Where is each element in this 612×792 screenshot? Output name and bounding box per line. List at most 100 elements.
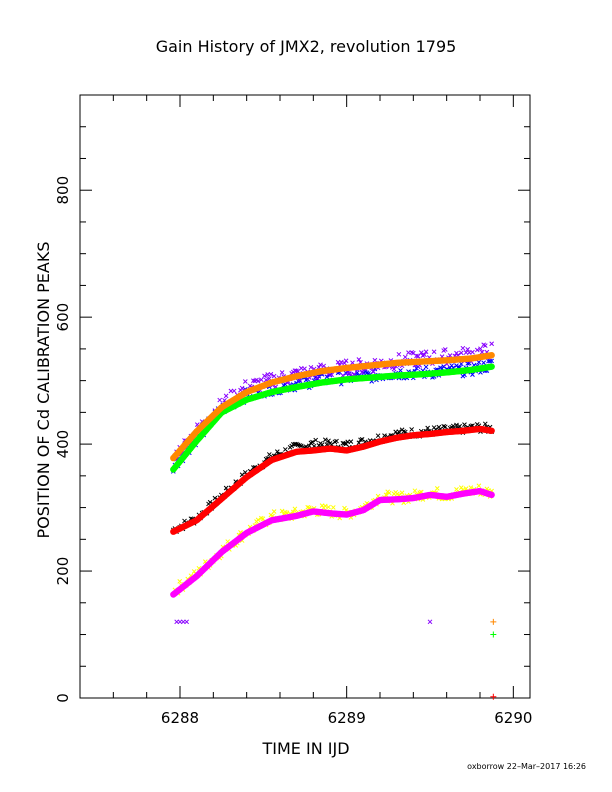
data-point bbox=[279, 370, 285, 375]
data-point bbox=[271, 373, 277, 379]
data-point bbox=[450, 423, 456, 429]
data-point bbox=[434, 486, 440, 491]
data-point bbox=[476, 483, 482, 489]
data-point bbox=[319, 442, 325, 447]
data-point bbox=[474, 347, 480, 353]
data-point bbox=[223, 393, 229, 399]
data-series bbox=[170, 487, 495, 598]
data-point bbox=[217, 397, 223, 403]
data-point bbox=[297, 378, 303, 384]
data-point bbox=[370, 369, 376, 374]
outlier-point bbox=[490, 618, 497, 625]
data-point bbox=[396, 429, 402, 435]
data-point bbox=[334, 438, 339, 444]
data-point bbox=[306, 443, 312, 449]
data-point bbox=[431, 349, 437, 355]
outlier-point bbox=[490, 693, 497, 700]
data-point bbox=[255, 517, 261, 523]
outlier-point bbox=[427, 619, 433, 625]
plot-area-frame bbox=[79, 94, 531, 699]
data-point bbox=[292, 506, 298, 512]
data-point bbox=[255, 378, 261, 384]
data-point bbox=[262, 373, 267, 379]
data-point bbox=[454, 422, 459, 428]
data-point bbox=[489, 358, 495, 364]
data-point bbox=[399, 490, 405, 496]
outlier-points bbox=[174, 618, 497, 700]
axis-ticks bbox=[79, 94, 530, 699]
y-tick-label: 600 bbox=[54, 303, 72, 332]
data-point bbox=[330, 505, 336, 510]
data-point bbox=[382, 433, 387, 438]
data-point bbox=[326, 438, 331, 444]
data-point bbox=[487, 358, 493, 364]
x-tick-label: 6289 bbox=[328, 709, 366, 727]
data-series bbox=[170, 363, 495, 473]
footer-credit: oxborrow 22–Mar–2017 16:26 bbox=[467, 762, 586, 771]
data-series bbox=[170, 425, 495, 535]
data-point bbox=[402, 354, 408, 360]
data-point bbox=[177, 579, 183, 584]
chart-title: Gain History of JMX2, revolution 1795 bbox=[156, 37, 457, 56]
y-tick-label: 200 bbox=[54, 557, 72, 586]
data-point bbox=[391, 366, 397, 372]
data-point bbox=[488, 352, 495, 359]
x-tick-label: 6290 bbox=[494, 709, 532, 727]
data-point bbox=[460, 345, 466, 351]
data-point bbox=[231, 388, 237, 394]
x-axis-label: TIME IN IJD bbox=[261, 739, 349, 758]
data-point bbox=[488, 491, 495, 499]
y-tick-label: 0 bbox=[54, 693, 72, 703]
data-point bbox=[356, 357, 362, 362]
data-point bbox=[342, 360, 347, 366]
data-point bbox=[298, 443, 304, 449]
data-point bbox=[470, 372, 475, 377]
data-point bbox=[359, 437, 365, 442]
data-point bbox=[258, 377, 264, 383]
data-point bbox=[482, 343, 488, 348]
data-point bbox=[478, 346, 483, 352]
data-point bbox=[425, 425, 431, 431]
data-series bbox=[170, 352, 495, 462]
data-point bbox=[386, 490, 392, 496]
data-point bbox=[423, 364, 429, 370]
data-point bbox=[271, 509, 277, 514]
data-point bbox=[314, 375, 320, 381]
axis-tick-labels: 6288 6289 6290 0 200 400 600 800 bbox=[54, 176, 532, 727]
data-point bbox=[457, 423, 463, 429]
data-point bbox=[422, 352, 427, 358]
y-tick-label: 800 bbox=[54, 176, 72, 205]
data-point bbox=[470, 349, 475, 355]
data-point bbox=[242, 379, 248, 384]
data-point bbox=[418, 350, 424, 355]
data-point bbox=[458, 350, 464, 356]
data-point bbox=[414, 353, 419, 359]
data-point bbox=[476, 359, 482, 365]
data-point bbox=[329, 372, 335, 378]
data-point bbox=[415, 353, 421, 359]
data-marks bbox=[170, 341, 497, 700]
data-point bbox=[468, 485, 474, 490]
data-point bbox=[481, 360, 487, 366]
data-point bbox=[488, 363, 495, 370]
data-point bbox=[308, 364, 314, 370]
data-point bbox=[409, 427, 415, 432]
data-point bbox=[318, 362, 323, 368]
data-point bbox=[274, 449, 280, 454]
data-point bbox=[442, 347, 448, 352]
y-axis-label: POSITION OF Cd CALIBRATION PEAKS bbox=[34, 242, 53, 539]
data-point bbox=[423, 349, 429, 355]
y-tick-label: 400 bbox=[54, 430, 72, 459]
data-point bbox=[310, 439, 315, 445]
data-point bbox=[223, 485, 229, 491]
x-tick-label: 6288 bbox=[161, 709, 199, 727]
data-point bbox=[260, 516, 266, 522]
data-point bbox=[279, 508, 285, 514]
data-point bbox=[322, 503, 328, 509]
data-point bbox=[343, 358, 349, 364]
data-point bbox=[372, 357, 378, 363]
data-point bbox=[322, 437, 328, 443]
data-point bbox=[324, 374, 330, 380]
data-point bbox=[383, 492, 389, 498]
